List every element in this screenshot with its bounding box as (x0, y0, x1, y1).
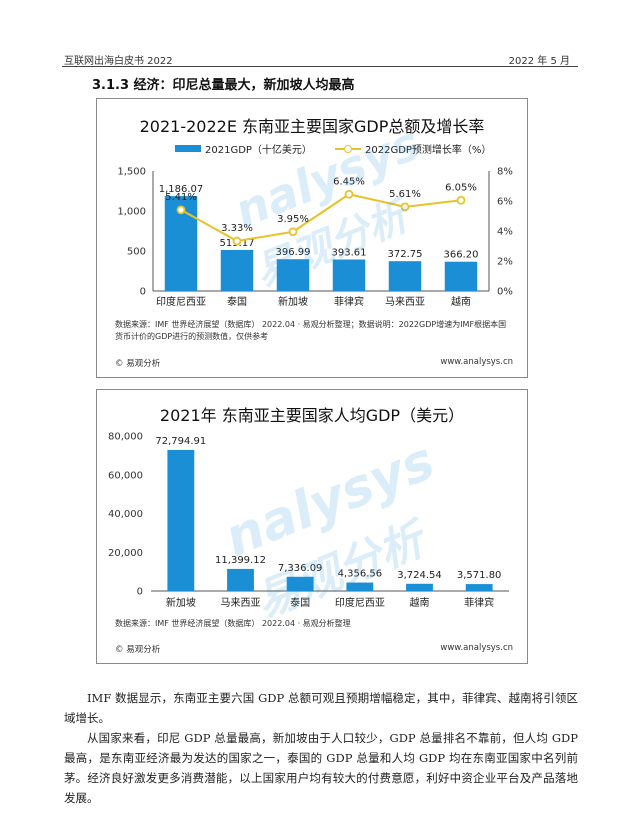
header-divider (62, 66, 578, 67)
y-tick-label: 60,000 (108, 470, 143, 481)
header-title: 互联网出海白皮书 2022 (64, 56, 173, 67)
gdp-total-plot: 05001,0001,5000%2%4%6%8%1,186.07印度尼西亚513… (117, 167, 513, 309)
site-url: www.analysys.cn (440, 643, 513, 653)
legend-label: 2022GDP预测增长率（%） (365, 145, 492, 156)
legend-item-growth: 2022GDP预测增长率（%） (335, 141, 491, 156)
x-tick-label: 马来西亚 (385, 296, 425, 308)
y2-tick-label: 6% (497, 197, 513, 208)
legend-item-gdp: 2021GDP（十亿美元） (175, 141, 312, 156)
bar (276, 259, 310, 291)
source-note: 数据来源：IMF 世界经济展望（数据库） 2022.04 · 易观分析整理；数据… (115, 320, 507, 341)
growth-value-label: 6.05% (445, 182, 477, 193)
growth-point (344, 189, 354, 199)
bar-value-label: 3,571.80 (457, 570, 502, 581)
y2-tick-label: 0% (497, 287, 513, 298)
bar (388, 261, 422, 291)
bar (332, 259, 366, 291)
y-tick-label: 0 (140, 287, 146, 298)
y-tick-label: 0 (137, 587, 143, 598)
y2-tick-label: 2% (497, 257, 513, 268)
x-tick-label: 越南 (410, 596, 430, 609)
bar-value-label: 366.20 (444, 250, 479, 261)
gdp-per-capita-plot: 0 20,000 40,000 60,000 80,000 72,794.91 新加坡 11,… (108, 432, 509, 609)
bar-value-label: 11,399.12 (215, 555, 266, 566)
gdp-total-chart: 2021-2022E 东南亚主要国家GDP总额及增长率 2021GDP（十亿美元… (96, 98, 528, 378)
growth-value-label: 3.95% (277, 214, 309, 225)
x-tick-label: 印度尼西亚 (335, 596, 385, 609)
x-tick-label: 新加坡 (166, 596, 196, 609)
x-tick-label: 越南 (451, 295, 471, 308)
growth-point (456, 195, 466, 205)
y-tick-label: 1,500 (117, 167, 146, 178)
bar-value-label: 1,186.07 (159, 184, 204, 195)
bar (406, 583, 433, 591)
bar-value-label: 3,724.54 (397, 570, 442, 581)
y2-tick-label: 4% (497, 227, 513, 238)
legend-line-swatch (335, 144, 361, 154)
x-tick-label: 菲律宾 (334, 295, 364, 308)
growth-point (400, 202, 410, 212)
growth-point (288, 227, 298, 237)
gdp-per-capita-chart: 2021年 东南亚主要国家人均GDP（美元） 0 20,000 40,000 60,0… (96, 389, 528, 664)
chart-title: 2021年 东南亚主要国家人均GDP（美元） (159, 406, 465, 425)
legend-label: 2021GDP（十亿美元） (205, 145, 312, 156)
y-tick-label: 80,000 (108, 432, 143, 443)
growth-series-line (180, 193, 462, 243)
bar-value-label: 393.61 (332, 248, 367, 259)
bar (286, 576, 314, 591)
x-tick-label: 印度尼西亚 (156, 295, 206, 308)
bar-value-label: 4,356.56 (338, 569, 383, 580)
bar (167, 449, 195, 591)
growth-point (232, 236, 242, 246)
body-paragraph: 从国家来看，印尼 GDP 总量最高，新加坡由于人口较少，GDP 总量排名不靠前，… (64, 730, 578, 805)
bar-value-label: 7,336.09 (278, 563, 323, 574)
bar (227, 568, 254, 591)
x-tick-label: 新加坡 (278, 295, 308, 308)
bar (465, 584, 493, 591)
copyright: © 易观分析 (115, 645, 161, 655)
copyright: © 易观分析 (115, 359, 161, 369)
source-note: 数据来源：IMF 世界经济展望（数据库） 2022.04 · 易观分析整理 (115, 619, 351, 628)
legend-bar-swatch (175, 145, 201, 152)
y-tick-label: 40,000 (108, 509, 143, 520)
body-paragraph: IMF 数据显示，东南亚主要六国 GDP 总额可观且预期增幅稳定，其中，菲律宾、… (64, 690, 578, 725)
bar-value-label: 72,794.91 (155, 436, 206, 447)
x-tick-label: 泰国 (290, 596, 310, 609)
x-tick-label: 泰国 (227, 295, 247, 308)
growth-value-label: 6.45% (333, 176, 365, 187)
bar (346, 582, 374, 591)
y-tick-label: 500 (127, 247, 146, 258)
growth-value-label: 5.41% (165, 192, 197, 203)
growth-value-label: 3.33% (221, 223, 253, 234)
site-url: www.analysys.cn (440, 357, 513, 367)
x-tick-label: 马来西亚 (221, 597, 261, 609)
growth-point (176, 205, 186, 215)
bar-value-label: 396.99 (276, 247, 311, 258)
x-tick-label: 菲律宾 (464, 596, 494, 609)
y-tick-label: 20,000 (108, 548, 143, 559)
bar (444, 261, 478, 291)
header-date: 2022 年 5 月 (508, 56, 570, 67)
growth-value-label: 5.61% (389, 189, 421, 200)
y-tick-label: 1,000 (117, 207, 146, 218)
section-title: 3.1.3 经济：印尼总量最大，新加坡人均最高 (92, 78, 355, 93)
bar (220, 249, 254, 291)
bar-value-label: 372.75 (388, 249, 423, 260)
chart-title: 2021-2022E 东南亚主要国家GDP总额及增长率 (139, 117, 485, 136)
y2-tick-label: 8% (497, 167, 513, 178)
